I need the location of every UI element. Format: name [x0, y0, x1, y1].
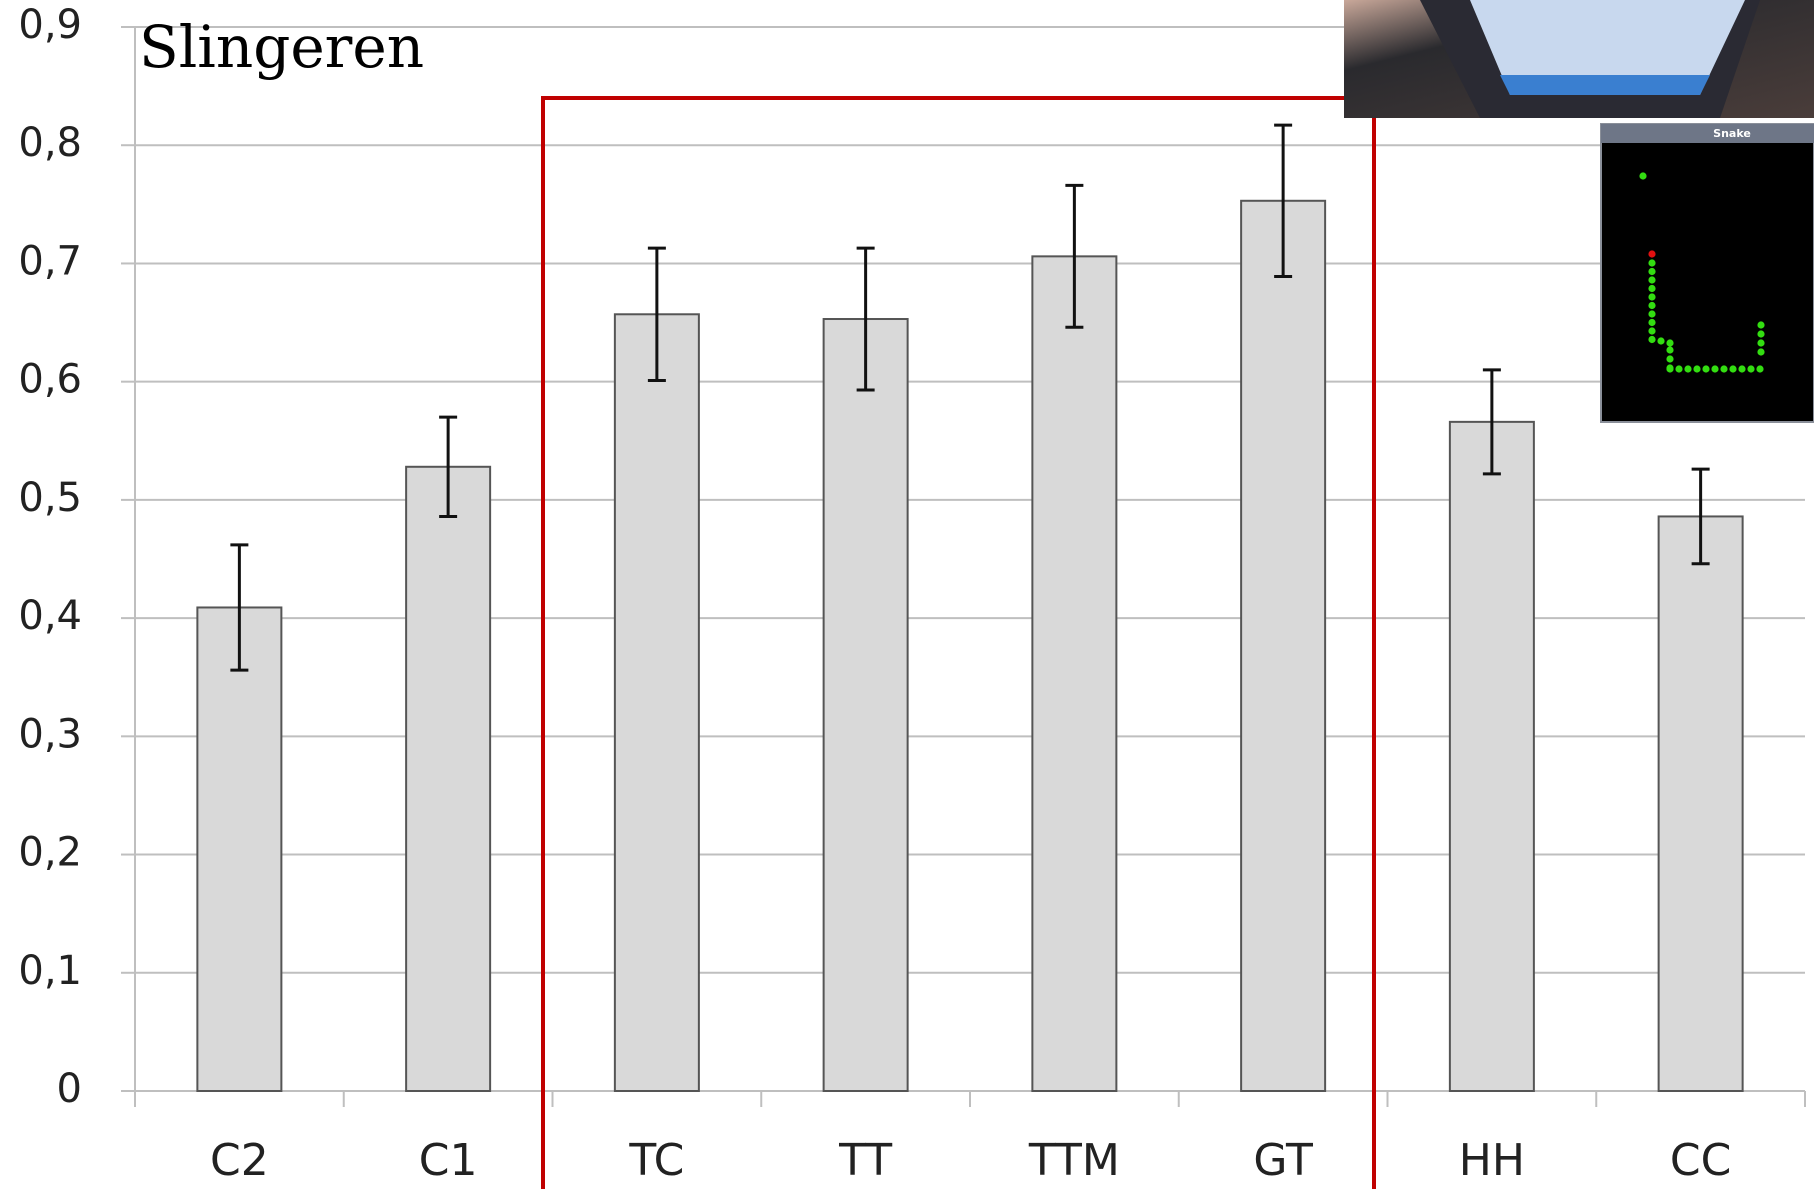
error-bar: [1274, 123, 1293, 278]
snake-segment: [1684, 365, 1692, 373]
phone-keyboard: [1470, 0, 1745, 95]
x-tick-label: CC: [1670, 1135, 1731, 1186]
snake-segment: [1648, 293, 1656, 301]
snake-segment: [1666, 365, 1674, 373]
snake-segment: [1657, 337, 1665, 345]
error-bar: [230, 543, 249, 672]
error-bar: [439, 415, 458, 518]
y-tick-label: 0,9: [18, 2, 82, 48]
bar: [405, 465, 492, 1092]
snake-segment: [1639, 172, 1647, 180]
snake-segment: [1702, 365, 1710, 373]
phone-photo: [1344, 0, 1814, 118]
snake-segment: [1648, 250, 1656, 258]
bar: [1657, 515, 1744, 1092]
snake-segment: [1648, 267, 1656, 276]
snake-segment: [1747, 365, 1755, 373]
x-tick-label: TT: [838, 1135, 892, 1186]
snake-segment: [1648, 335, 1656, 344]
error-bar: [856, 246, 875, 392]
bar: [613, 313, 700, 1092]
snake-segment: [1757, 339, 1765, 347]
snake-segment: [1666, 355, 1674, 363]
snake-segment: [1666, 346, 1674, 354]
snake-segment: [1738, 365, 1746, 373]
snake-segment: [1693, 365, 1701, 373]
error-bar: [647, 246, 666, 382]
y-tick-label: 0,8: [18, 120, 82, 166]
snake-segment: [1666, 339, 1674, 347]
snake-segment: [1757, 348, 1765, 356]
error-bar: [1482, 368, 1501, 476]
snake-segment: [1648, 259, 1656, 267]
snake-segment: [1720, 365, 1728, 373]
phone-keys-blue: [1500, 75, 1710, 95]
snake-segment: [1675, 365, 1683, 373]
y-tick-label: 0,6: [18, 357, 82, 403]
x-tick-label: C1: [419, 1135, 478, 1186]
y-tick-label: 0,4: [18, 593, 82, 639]
y-tick-label: 0,7: [18, 238, 82, 284]
bar: [1031, 255, 1118, 1092]
snake-segment: [1756, 365, 1764, 373]
window-titlebar: [1601, 124, 1814, 143]
y-tick-label: 0,5: [18, 475, 82, 521]
grid: 0 0,1 0,2 0,3 0,4 0,5 0,6 0,7 0,8 0,9 C2 C1 TC TT TTM G…: [18, 2, 1806, 1186]
snake-segment: [1711, 365, 1719, 373]
snake: [1639, 172, 1765, 373]
y-tick-label: 0,3: [18, 711, 82, 757]
x-tick-label: HH: [1459, 1135, 1525, 1186]
snake-segment: [1757, 330, 1765, 338]
bars: [196, 123, 1744, 1093]
y-tick-label: 0,2: [18, 830, 82, 876]
highlight-box: [541, 96, 1376, 1189]
x-tick-label: TC: [628, 1135, 684, 1186]
bar: [822, 318, 909, 1092]
snake-segment: [1729, 365, 1737, 373]
x-tick-label: C2: [210, 1135, 269, 1186]
snake-segment: [1648, 327, 1656, 335]
window-title: Snake: [1713, 127, 1751, 140]
snake-segment: [1648, 284, 1656, 293]
window-frame: [1600, 123, 1814, 423]
y-tick-label: 0,1: [18, 948, 82, 994]
bar: [1240, 199, 1327, 1092]
bar: [1448, 420, 1535, 1092]
y-tick-label: 0: [57, 1066, 82, 1112]
x-tick-label: GT: [1253, 1135, 1313, 1186]
error-bar: [1065, 183, 1084, 329]
snake-segment: [1757, 321, 1765, 329]
snake-segment: [1648, 310, 1656, 318]
x-tick-label: TTM: [1028, 1135, 1120, 1186]
error-bar: [1691, 467, 1710, 566]
snake-segment: [1648, 301, 1656, 310]
bar: [196, 606, 283, 1093]
snake-segment: [1648, 318, 1656, 327]
snake-segment: [1648, 276, 1656, 284]
snake-window: Snake: [1600, 123, 1814, 423]
chart-title: Slingeren: [139, 13, 424, 81]
